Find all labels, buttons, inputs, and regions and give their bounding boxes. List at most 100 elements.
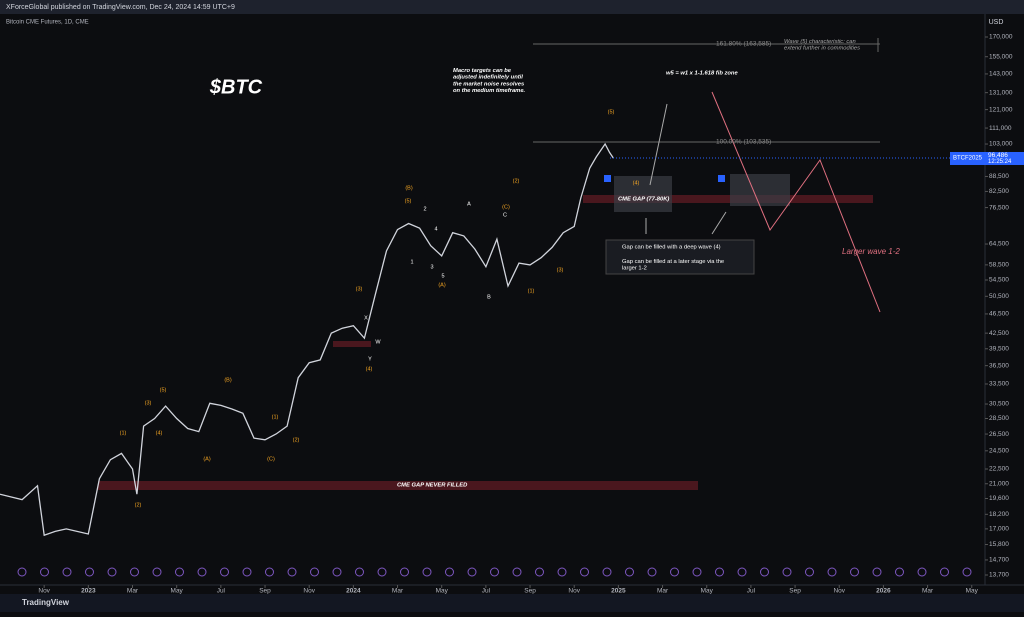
event-icon xyxy=(850,567,859,577)
y-tick-label: 103,000 xyxy=(989,141,1013,148)
wave-label: (4) xyxy=(633,180,640,186)
top-bar xyxy=(0,0,1024,14)
x-tick-label: Sep xyxy=(524,588,536,595)
x-tick-label: 2024 xyxy=(346,588,361,595)
x-tick-label: 2026 xyxy=(876,588,891,595)
event-icon xyxy=(670,567,679,577)
wave-label: A xyxy=(467,201,471,207)
wave-label: 3 xyxy=(430,264,433,270)
wave-label: (5) xyxy=(160,387,167,393)
gap-zone xyxy=(98,481,698,490)
x-tick-label: Mar xyxy=(127,588,139,595)
x-tick-label: May xyxy=(966,588,979,595)
event-icon xyxy=(737,567,747,577)
x-tick-label: Sep xyxy=(259,588,271,595)
event-icon xyxy=(782,567,792,577)
subtitle: Bitcoin CME Futures, 1D, CME xyxy=(6,20,89,26)
wave-label: (A) xyxy=(438,282,446,288)
wave-label: (1) xyxy=(120,430,127,436)
wave-label: (2) xyxy=(135,502,142,508)
wave-label: 1 xyxy=(410,259,413,265)
wave-label: (C) xyxy=(502,204,510,210)
event-icon xyxy=(400,567,409,577)
wave-label: 4 xyxy=(434,226,437,232)
wave-label: Y xyxy=(368,356,372,362)
y-tick-label: 121,000 xyxy=(989,106,1013,113)
event-icon xyxy=(107,567,117,577)
y-tick-label: 50,500 xyxy=(989,293,1009,300)
y-tick-label: 26,500 xyxy=(989,431,1009,438)
annotation: CME GAP (77-80K) xyxy=(618,197,669,203)
event-icon xyxy=(175,567,184,577)
event-icon xyxy=(467,567,477,577)
event-icon xyxy=(895,567,904,577)
event-icon xyxy=(40,567,49,577)
wave-label: (A) xyxy=(203,456,211,462)
y-tick-label: 76,500 xyxy=(989,204,1009,211)
event-icon xyxy=(535,567,544,577)
x-tick-label: Jul xyxy=(747,588,756,595)
y-tick-label: 17,000 xyxy=(989,526,1009,533)
y-tick-label: 21,000 xyxy=(989,480,1009,487)
gap-zone xyxy=(583,195,873,203)
countdown: 12:25:24 xyxy=(988,159,1012,165)
wave-label: (2) xyxy=(293,437,300,443)
y-tick-label: 33,500 xyxy=(989,381,1009,388)
event-icon xyxy=(625,567,634,577)
x-tick-label: Sep xyxy=(789,588,801,595)
y-tick-label: 111,000 xyxy=(989,125,1012,132)
wave-label: 2 xyxy=(423,206,426,212)
y-tick-label: 14,700 xyxy=(989,557,1009,564)
x-tick-label: Mar xyxy=(657,588,669,595)
y-tick-label: 131,000 xyxy=(989,89,1013,96)
wave-label: W xyxy=(375,339,381,345)
event-icon xyxy=(962,567,972,577)
event-icon xyxy=(602,567,612,577)
y-tick-label: 28,500 xyxy=(989,415,1009,422)
event-icon xyxy=(197,567,207,577)
event-icon xyxy=(85,567,94,577)
wave-label: (5) xyxy=(405,198,412,204)
event-icon xyxy=(512,567,522,577)
x-tick-label: 2025 xyxy=(611,588,626,595)
event-icon xyxy=(760,567,769,577)
y-tick-label: 64,500 xyxy=(989,241,1009,248)
arrow xyxy=(711,211,727,235)
event-icon xyxy=(17,567,27,577)
wave-label: (4) xyxy=(156,430,163,436)
wave-label: (2) xyxy=(513,178,520,184)
price-line xyxy=(0,142,614,537)
event-icon xyxy=(130,567,139,577)
event-icon xyxy=(265,567,274,577)
x-tick-label: Nov xyxy=(38,588,50,595)
wave-label: 5 xyxy=(441,273,444,279)
y-tick-label: 88,500 xyxy=(989,173,1009,180)
event-icon xyxy=(152,567,162,577)
event-icon xyxy=(715,567,724,577)
x-tick-label: Nov xyxy=(833,588,845,595)
wave-label: (B) xyxy=(224,377,232,383)
event-icon xyxy=(917,567,927,577)
x-tick-label: Nov xyxy=(303,588,315,595)
marker xyxy=(604,175,611,182)
event-icon xyxy=(490,567,499,577)
x-tick-label: Nov xyxy=(568,588,580,595)
currency: USD xyxy=(989,19,1004,26)
event-icon xyxy=(872,567,882,577)
x-tick-label: May xyxy=(701,588,714,595)
x-tick-label: May xyxy=(436,588,449,595)
projection xyxy=(711,91,881,313)
annotation: Gap can be filled at a later stage via t… xyxy=(622,259,724,272)
y-tick-label: 155,000 xyxy=(989,53,1013,60)
event-icon xyxy=(377,567,387,577)
y-tick-label: 39,500 xyxy=(989,345,1009,352)
wave-label: (C) xyxy=(267,456,275,462)
x-tick-label: Mar xyxy=(922,588,934,595)
footer-bar xyxy=(0,594,1024,612)
y-tick-label: 54,500 xyxy=(989,277,1009,284)
chart-title: $BTC xyxy=(209,76,263,98)
wave-label: (4) xyxy=(366,366,373,372)
x-tick-label: Mar xyxy=(392,588,404,595)
